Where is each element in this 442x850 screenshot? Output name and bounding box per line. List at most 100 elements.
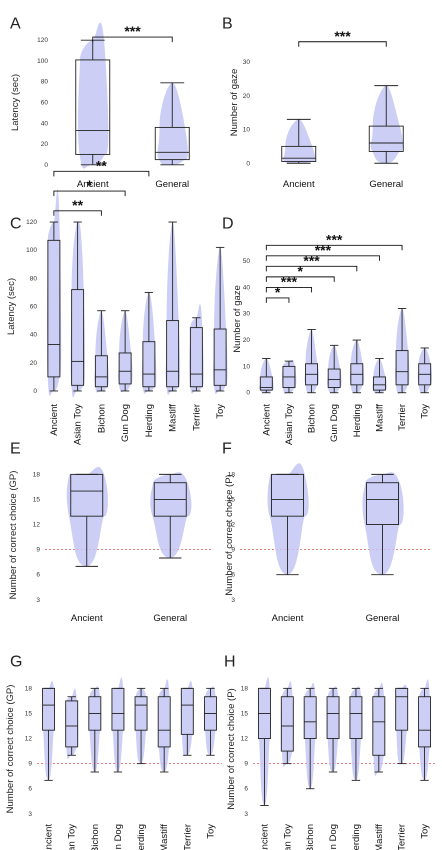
category-label: Asian Toy xyxy=(67,824,78,850)
y-tick-label: 30 xyxy=(243,311,251,318)
y-tick-label: 15 xyxy=(25,710,33,717)
category-label: Toy xyxy=(215,404,226,419)
y-tick-label: 18 xyxy=(241,685,249,692)
violin xyxy=(66,466,108,567)
violin xyxy=(150,472,192,558)
category-label: General xyxy=(369,179,403,190)
box xyxy=(259,376,273,391)
y-tick-label: 12 xyxy=(33,522,41,529)
y-tick-label: 9 xyxy=(244,761,248,768)
panel-c: C Latency (sec) 0 20 40 60 80 100 120 Ancient Asia… xyxy=(6,157,228,445)
y-tick-label: 3 xyxy=(36,597,40,604)
box xyxy=(65,700,79,748)
violin xyxy=(417,347,433,394)
panel-e: E Number of correct choice (GP) 3 6 9 12 15 18 A… xyxy=(8,440,212,624)
panel-d: D Number of gaze 0 10 20 30 40 50 Ancient Asian T… xyxy=(222,215,433,445)
significance-bracket xyxy=(92,36,173,43)
violin xyxy=(349,686,363,781)
category-label: Terrier xyxy=(397,824,408,850)
box xyxy=(42,687,56,731)
significance-bracket xyxy=(53,170,150,177)
box xyxy=(142,341,156,388)
box xyxy=(47,239,61,378)
box xyxy=(349,696,363,739)
category-label: Bichon xyxy=(90,824,101,850)
category-label: Mastiff xyxy=(374,824,385,850)
violin xyxy=(111,677,125,772)
violin xyxy=(158,679,171,772)
category-label: Toy xyxy=(420,824,431,839)
y-tick-label: 18 xyxy=(228,471,236,478)
box xyxy=(280,696,294,752)
significance-bracket xyxy=(265,286,313,293)
violin xyxy=(46,188,62,397)
y-tick-label: 12 xyxy=(228,522,236,529)
category-label: Ancient xyxy=(49,404,60,436)
violin xyxy=(304,682,317,789)
violin xyxy=(65,688,79,760)
y-tick-label: 20 xyxy=(30,360,38,367)
category-label: Bichon xyxy=(96,404,107,433)
category-label: Toy xyxy=(205,824,216,839)
y-tick-label: 3 xyxy=(244,811,248,818)
panel-g: G Number of correct choice (GP) 3 6 9 12 15 18 A… xyxy=(5,653,222,850)
category-label: Asian Toy xyxy=(73,404,84,445)
y-axis-label: Number of gaze xyxy=(229,69,240,137)
category-label: General xyxy=(366,613,400,624)
violin xyxy=(70,221,85,398)
y-tick-label: 20 xyxy=(243,93,251,100)
category-label: Bichon xyxy=(307,404,318,433)
violin xyxy=(370,85,403,164)
panel-h: H Number of correct choice (P) 3 6 9 12 15 18 An… xyxy=(224,653,436,850)
category-label: Terrier xyxy=(397,404,408,431)
violin xyxy=(395,308,410,394)
category-label: Ancient xyxy=(259,824,270,850)
box xyxy=(326,696,340,739)
violin xyxy=(77,22,109,169)
violin xyxy=(141,292,157,394)
significance-label: *** xyxy=(315,242,332,258)
category-label: Mastiff xyxy=(374,404,385,432)
y-tick-label: 40 xyxy=(30,332,38,339)
y-tick-label: 9 xyxy=(36,547,40,554)
significance-label: *** xyxy=(303,252,320,268)
y-tick-label: 100 xyxy=(37,58,48,65)
panel-label: C xyxy=(10,215,22,232)
y-tick-label: 15 xyxy=(241,710,249,717)
violin xyxy=(267,463,309,575)
category-label: Asian Toy xyxy=(284,404,295,445)
y-axis-label: Latency (sec) xyxy=(6,278,17,335)
category-label: Ancient xyxy=(44,824,55,850)
significance-label: * xyxy=(87,177,93,193)
y-tick-label: 60 xyxy=(30,304,38,311)
violin xyxy=(326,686,340,772)
y-tick-label: 30 xyxy=(243,59,251,66)
panel-b: B Number of gaze 0 10 20 30 Ancient General *** xyxy=(222,15,404,190)
y-tick-label: 40 xyxy=(41,120,49,127)
significance-bracket xyxy=(298,41,387,47)
box xyxy=(372,376,386,391)
y-tick-label: 6 xyxy=(231,572,235,579)
y-tick-label: 9 xyxy=(28,761,32,768)
significance-label: ** xyxy=(96,157,107,173)
significance-label: * xyxy=(298,263,304,279)
y-axis-label: Latency (sec) xyxy=(10,74,21,131)
box xyxy=(154,126,190,161)
y-tick-label: 15 xyxy=(33,496,41,503)
box xyxy=(372,696,386,756)
box xyxy=(327,368,341,388)
panel-label: D xyxy=(222,215,234,232)
box xyxy=(118,352,132,385)
panel-label: A xyxy=(10,15,21,32)
significance-label: * xyxy=(275,284,281,300)
y-tick-label: 18 xyxy=(33,471,41,478)
panel-label: H xyxy=(224,653,236,670)
panel-label: F xyxy=(222,440,232,457)
category-label: Bichon xyxy=(305,824,316,850)
violin xyxy=(283,119,316,164)
violin xyxy=(281,681,294,767)
category-label: General xyxy=(155,179,189,190)
y-tick-label: 0 xyxy=(44,162,48,169)
panel-label: B xyxy=(222,15,233,32)
